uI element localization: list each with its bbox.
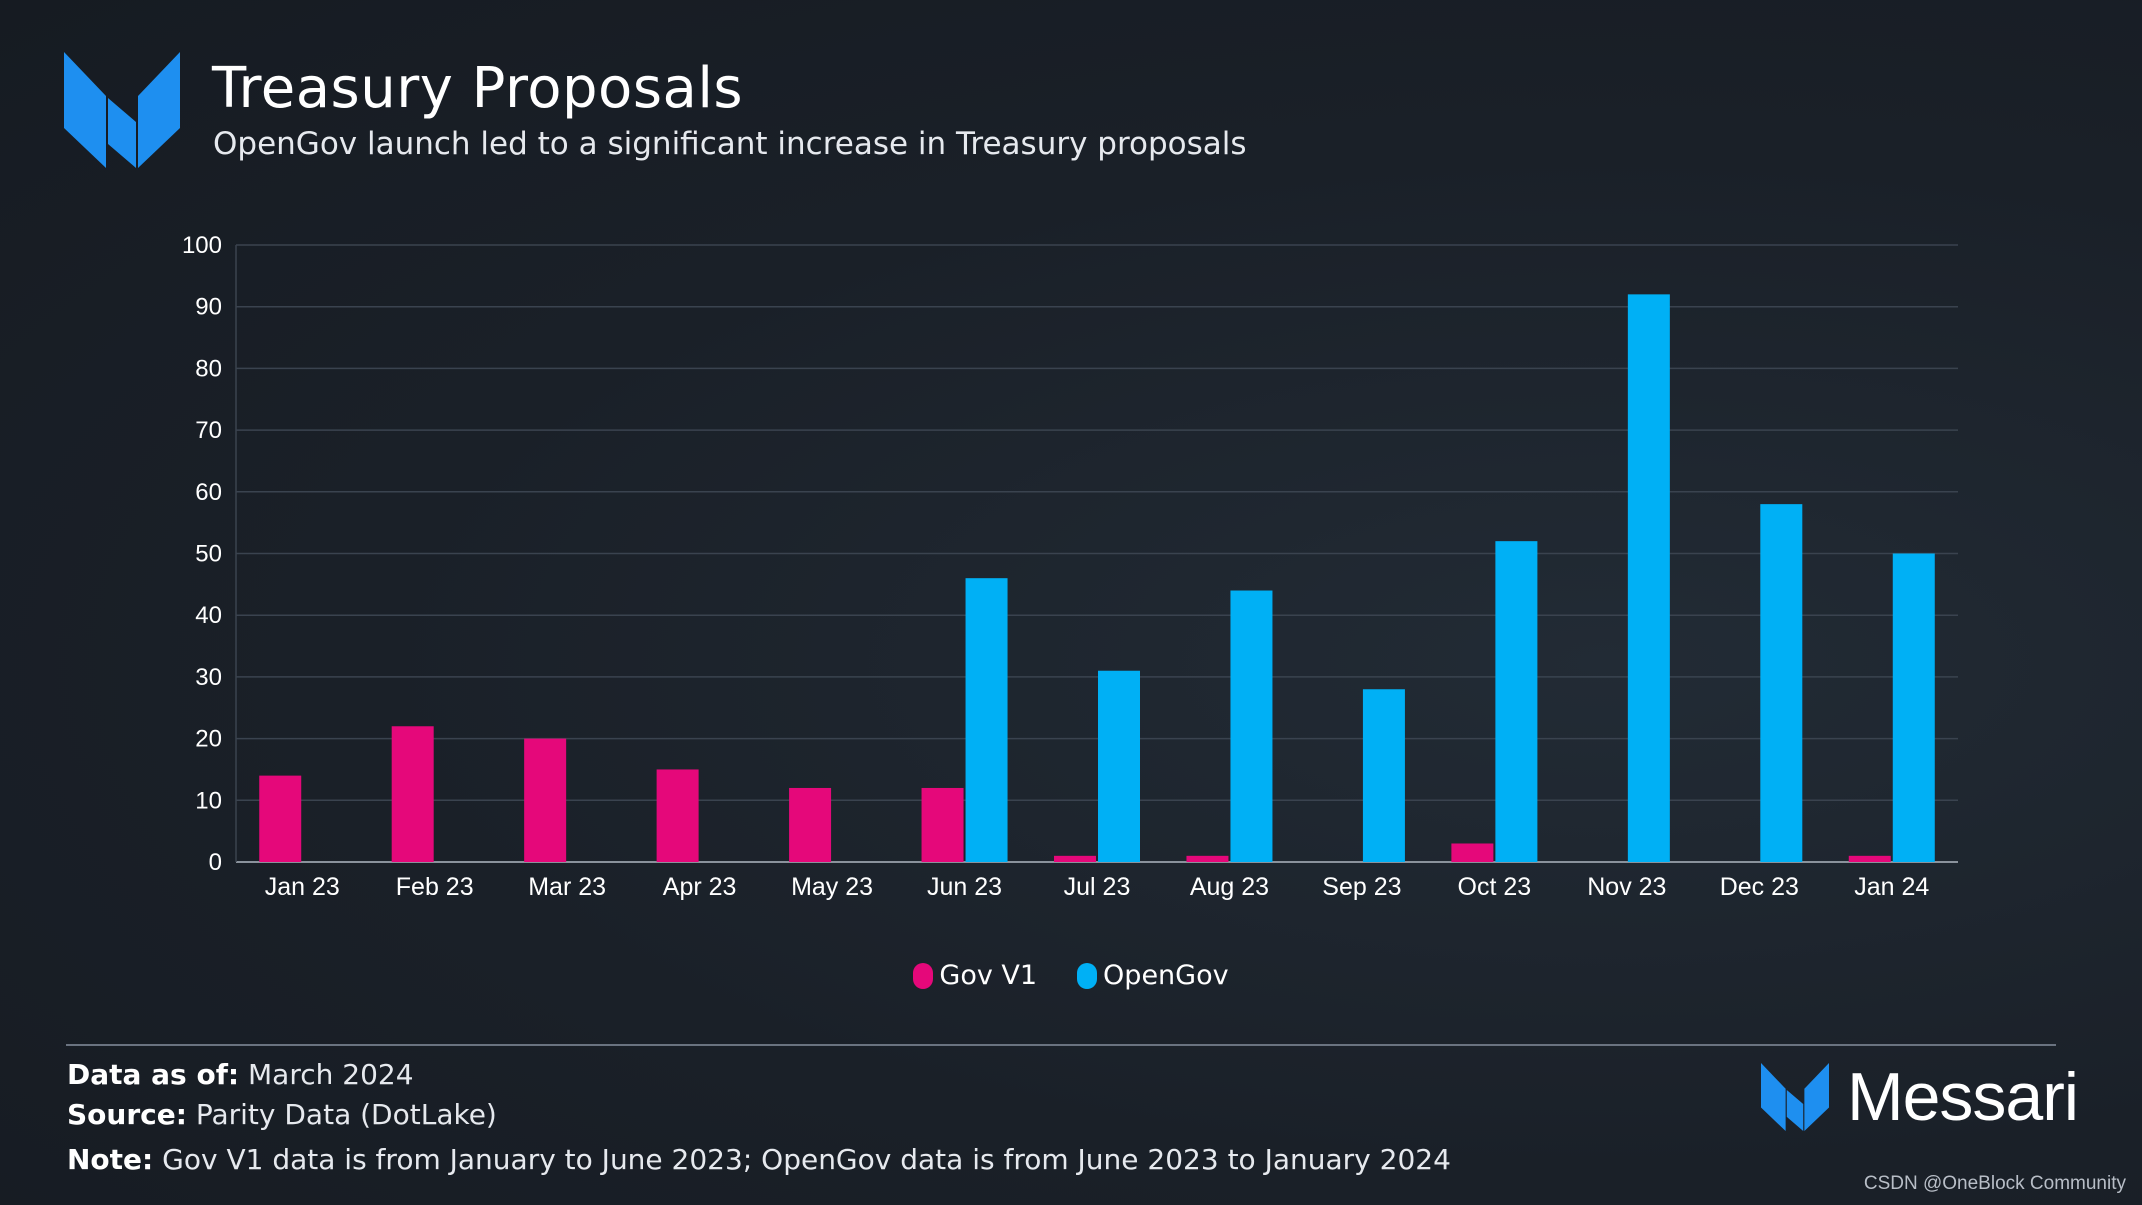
legend-label-gov-v1: Gov V1 [939,960,1038,991]
y-tick-label: 70 [195,417,222,444]
y-tick-label: 0 [209,849,222,876]
legend-item-opengov[interactable]: OpenGov [1077,960,1229,991]
bar-opengov-jun-23[interactable] [965,578,1008,862]
x-tick-label: Feb 23 [396,873,474,901]
x-tick-label: Jan 24 [1854,873,1929,901]
bar-opengov-dec-23[interactable] [1760,504,1803,862]
x-tick-label: Apr 23 [663,873,737,901]
bar-gov-v1-mar-23[interactable] [524,738,567,862]
bar-gov-v1-feb-23[interactable] [391,726,434,862]
x-tick-label: Jun 23 [927,873,1002,901]
legend-item-gov-v1[interactable]: Gov V1 [913,960,1037,991]
chart-subtitle: OpenGov launch led to a significant incr… [213,126,1247,162]
chart-legend: Gov V1 OpenGov [0,960,2142,991]
note-label: Note: [67,1143,154,1176]
x-tick-label: Oct 23 [1458,873,1532,901]
source: Source: Parity Data (DotLake) [67,1098,497,1131]
legend-swatch-opengov [1077,962,1098,989]
bar-gov-v1-oct-23[interactable] [1451,843,1494,862]
x-tick-label: Sep 23 [1322,873,1401,901]
bar-gov-v1-may-23[interactable] [789,787,832,862]
y-tick-label: 80 [195,355,222,382]
messari-logo-icon [64,52,180,168]
x-tick-label: May 23 [791,873,873,901]
x-axis-ticks: Jan 23 Feb 23 Mar 23 Apr 23 May 23 Jun 23 Jul … [265,873,1930,901]
bar-opengov-nov-23[interactable] [1627,294,1670,862]
y-tick-label: 10 [195,787,222,814]
gridlines [235,244,1958,863]
bars [259,294,1935,862]
x-tick-label: Jan 23 [265,873,340,901]
bar-gov-v1-aug-23[interactable] [1186,855,1229,862]
legend-label-opengov: OpenGov [1103,960,1229,991]
y-tick-label: 100 [182,232,222,259]
data-as-of-value: March 2024 [248,1058,414,1091]
x-tick-label: Jul 23 [1064,873,1131,901]
bar-opengov-oct-23[interactable] [1495,541,1538,862]
y-tick-label: 20 [195,726,222,753]
bar-gov-v1-jul-23[interactable] [1054,855,1096,862]
x-tick-label: Nov 23 [1587,873,1666,901]
chart-title: Treasury Proposals [212,56,744,121]
brand-name: Messari [1846,1059,2079,1135]
note: Note: Gov V1 data is from January to Jun… [67,1143,1451,1176]
bar-gov-v1-jan-24[interactable] [1848,855,1891,862]
data-as-of-label: Data as of: [67,1058,240,1091]
bar-opengov-sep-23[interactable] [1362,689,1405,862]
y-tick-label: 30 [195,664,222,691]
source-label: Source: [67,1098,187,1131]
y-tick-label: 50 [195,541,222,568]
bar-opengov-jan-24[interactable] [1892,553,1935,863]
bar-opengov-jul-23[interactable] [1098,670,1140,862]
source-value: Parity Data (DotLake) [195,1098,497,1131]
note-value: Gov V1 data is from January to June 2023… [162,1143,1451,1176]
y-tick-label: 90 [195,294,222,321]
x-tick-label: Mar 23 [528,873,606,901]
brand: Messari [1760,1058,2079,1136]
y-tick-label: 60 [195,479,222,506]
watermark: CSDN @OneBlock Community [1863,1173,2126,1194]
y-axis-ticks: 0 10 20 30 40 50 60 70 80 90 100 [182,232,222,876]
x-tick-label: Dec 23 [1720,873,1799,901]
footer-divider [66,1044,2056,1046]
legend-swatch-gov-v1 [913,962,934,989]
bar-gov-v1-jun-23[interactable] [921,787,964,862]
data-as-of: Data as of: March 2024 [67,1058,414,1091]
y-tick-label: 40 [195,602,222,629]
messari-brand-icon [1760,1063,1829,1131]
bar-gov-v1-apr-23[interactable] [656,769,699,862]
x-tick-label: Aug 23 [1190,873,1269,901]
bar-opengov-aug-23[interactable] [1230,590,1273,862]
bar-gov-v1-jan-23[interactable] [259,775,302,862]
